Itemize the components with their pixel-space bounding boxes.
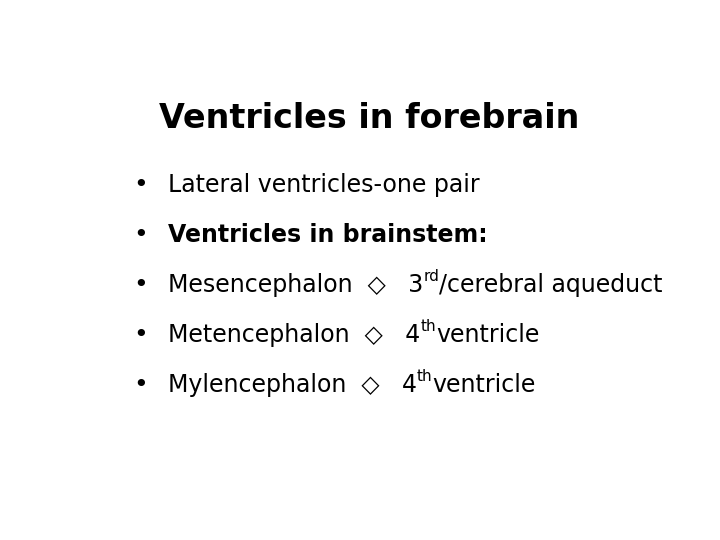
Text: th: th: [420, 319, 436, 334]
Text: rd: rd: [423, 269, 439, 285]
Text: Mylencephalon  ◇   4: Mylencephalon ◇ 4: [168, 373, 417, 397]
Text: •: •: [133, 323, 148, 347]
Text: •: •: [133, 273, 148, 297]
Text: ventricle: ventricle: [433, 373, 536, 397]
Text: Mesencephalon  ◇   3: Mesencephalon ◇ 3: [168, 273, 423, 297]
Text: •: •: [133, 223, 148, 247]
Text: ventricle: ventricle: [436, 323, 539, 347]
Text: •: •: [133, 173, 148, 198]
Text: /cerebral aqueduct: /cerebral aqueduct: [439, 273, 662, 297]
Text: •: •: [133, 373, 148, 397]
Text: Metencephalon  ◇   4: Metencephalon ◇ 4: [168, 323, 420, 347]
Text: th: th: [417, 369, 433, 384]
Text: Ventricles in brainstem:: Ventricles in brainstem:: [168, 223, 487, 247]
Text: Lateral ventricles-one pair: Lateral ventricles-one pair: [168, 173, 480, 198]
Text: Ventricles in forebrain: Ventricles in forebrain: [159, 102, 579, 135]
